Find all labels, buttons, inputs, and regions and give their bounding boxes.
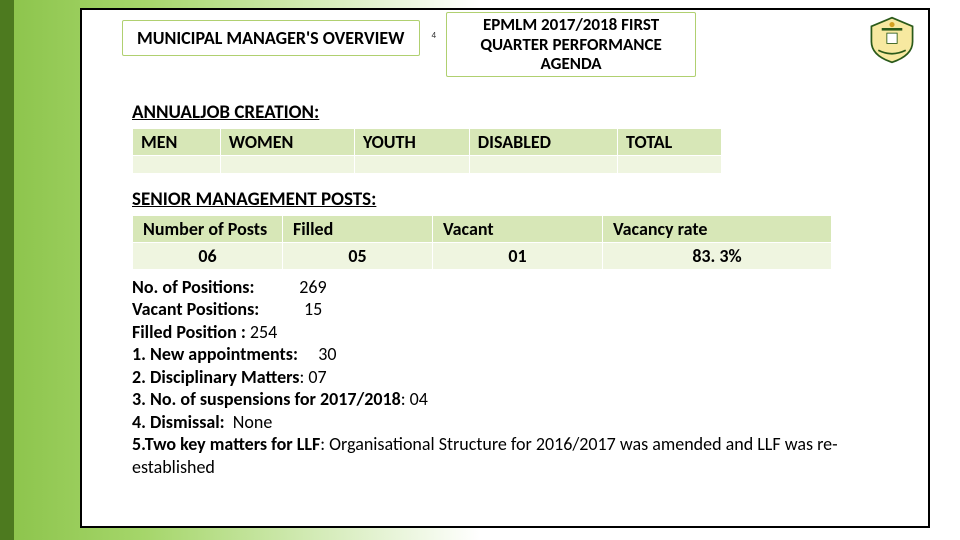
table-row [133,155,722,173]
table-row: MEN WOMEN YOUTH DISABLED TOTAL [133,128,722,155]
value-positions: 269 [299,276,326,298]
cell-empty [618,155,722,173]
table-row: 06 05 01 83. 3% [133,242,832,269]
col-vacancy-rate: Vacancy rate [603,215,832,242]
slide-body: ANNUALJOB CREATION: MEN WOMEN YOUTH DISA… [82,77,928,479]
left-accent-bar [0,0,14,540]
cell-rate: 83. 3% [603,242,832,269]
col-men: MEN [133,128,221,155]
label-dismissal: 4. Dismissal: [132,411,225,433]
page-number: 4 [432,30,437,41]
positions-info: No. of Positions: 269 Vacant Positions: … [132,276,872,479]
overview-title: MUNICIPAL MANAGER'S OVERVIEW [122,20,420,56]
municipal-crest-icon [866,16,918,64]
cell-posts: 06 [133,242,283,269]
agenda-title: EPMLM 2017/2018 FIRST QUARTER PERFORMANC… [446,12,696,77]
value-vacant: 15 [304,298,322,320]
job-creation-heading: ANNUALJOB CREATION: [132,101,878,124]
slide-frame: MUNICIPAL MANAGER'S OVERVIEW 4 EPMLM 201… [80,8,930,528]
value-filled: 254 [250,321,277,343]
agenda-line2: QUARTER PERFORMANCE [480,34,661,55]
mgmt-posts-heading: SENIOR MANAGEMENT POSTS: [132,188,878,211]
header-row: MUNICIPAL MANAGER'S OVERVIEW 4 EPMLM 201… [82,10,928,77]
col-filled: Filled [283,215,433,242]
job-creation-table: MEN WOMEN YOUTH DISABLED TOTAL [132,128,722,174]
cell-vacant: 01 [433,242,603,269]
value-disciplinary: : 07 [299,366,326,388]
col-youth: YOUTH [354,128,469,155]
mgmt-posts-table: Number of Posts Filled Vacant Vacancy ra… [132,215,832,270]
cell-empty [469,155,617,173]
cell-empty [354,155,469,173]
label-suspensions: 3. No. of suspensions for 2017/2018 [132,388,401,410]
label-positions: No. of Positions: [132,276,254,298]
value-dismissal: None [233,411,273,433]
table-row: Number of Posts Filled Vacant Vacancy ra… [133,215,832,242]
label-llf: 5.Two key matters for LLF [132,433,320,455]
value-suspensions: : 04 [401,388,428,410]
agenda-line1: EPMLM 2017/2018 FIRST [483,14,659,35]
col-vacant: Vacant [433,215,603,242]
label-disciplinary: 2. Disciplinary Matters [132,366,299,388]
col-number-posts: Number of Posts [133,215,283,242]
label-filled: Filled Position : [132,321,246,343]
cell-empty [220,155,354,173]
value-new-app: 30 [318,343,336,365]
col-disabled: DISABLED [469,128,617,155]
cell-empty [133,155,221,173]
col-women: WOMEN [220,128,354,155]
agenda-line3: AGENDA [541,53,602,74]
label-vacant: Vacant Positions: [132,298,259,320]
label-new-app: 1. New appointments: [132,343,298,365]
col-total: TOTAL [618,128,722,155]
cell-filled: 05 [283,242,433,269]
